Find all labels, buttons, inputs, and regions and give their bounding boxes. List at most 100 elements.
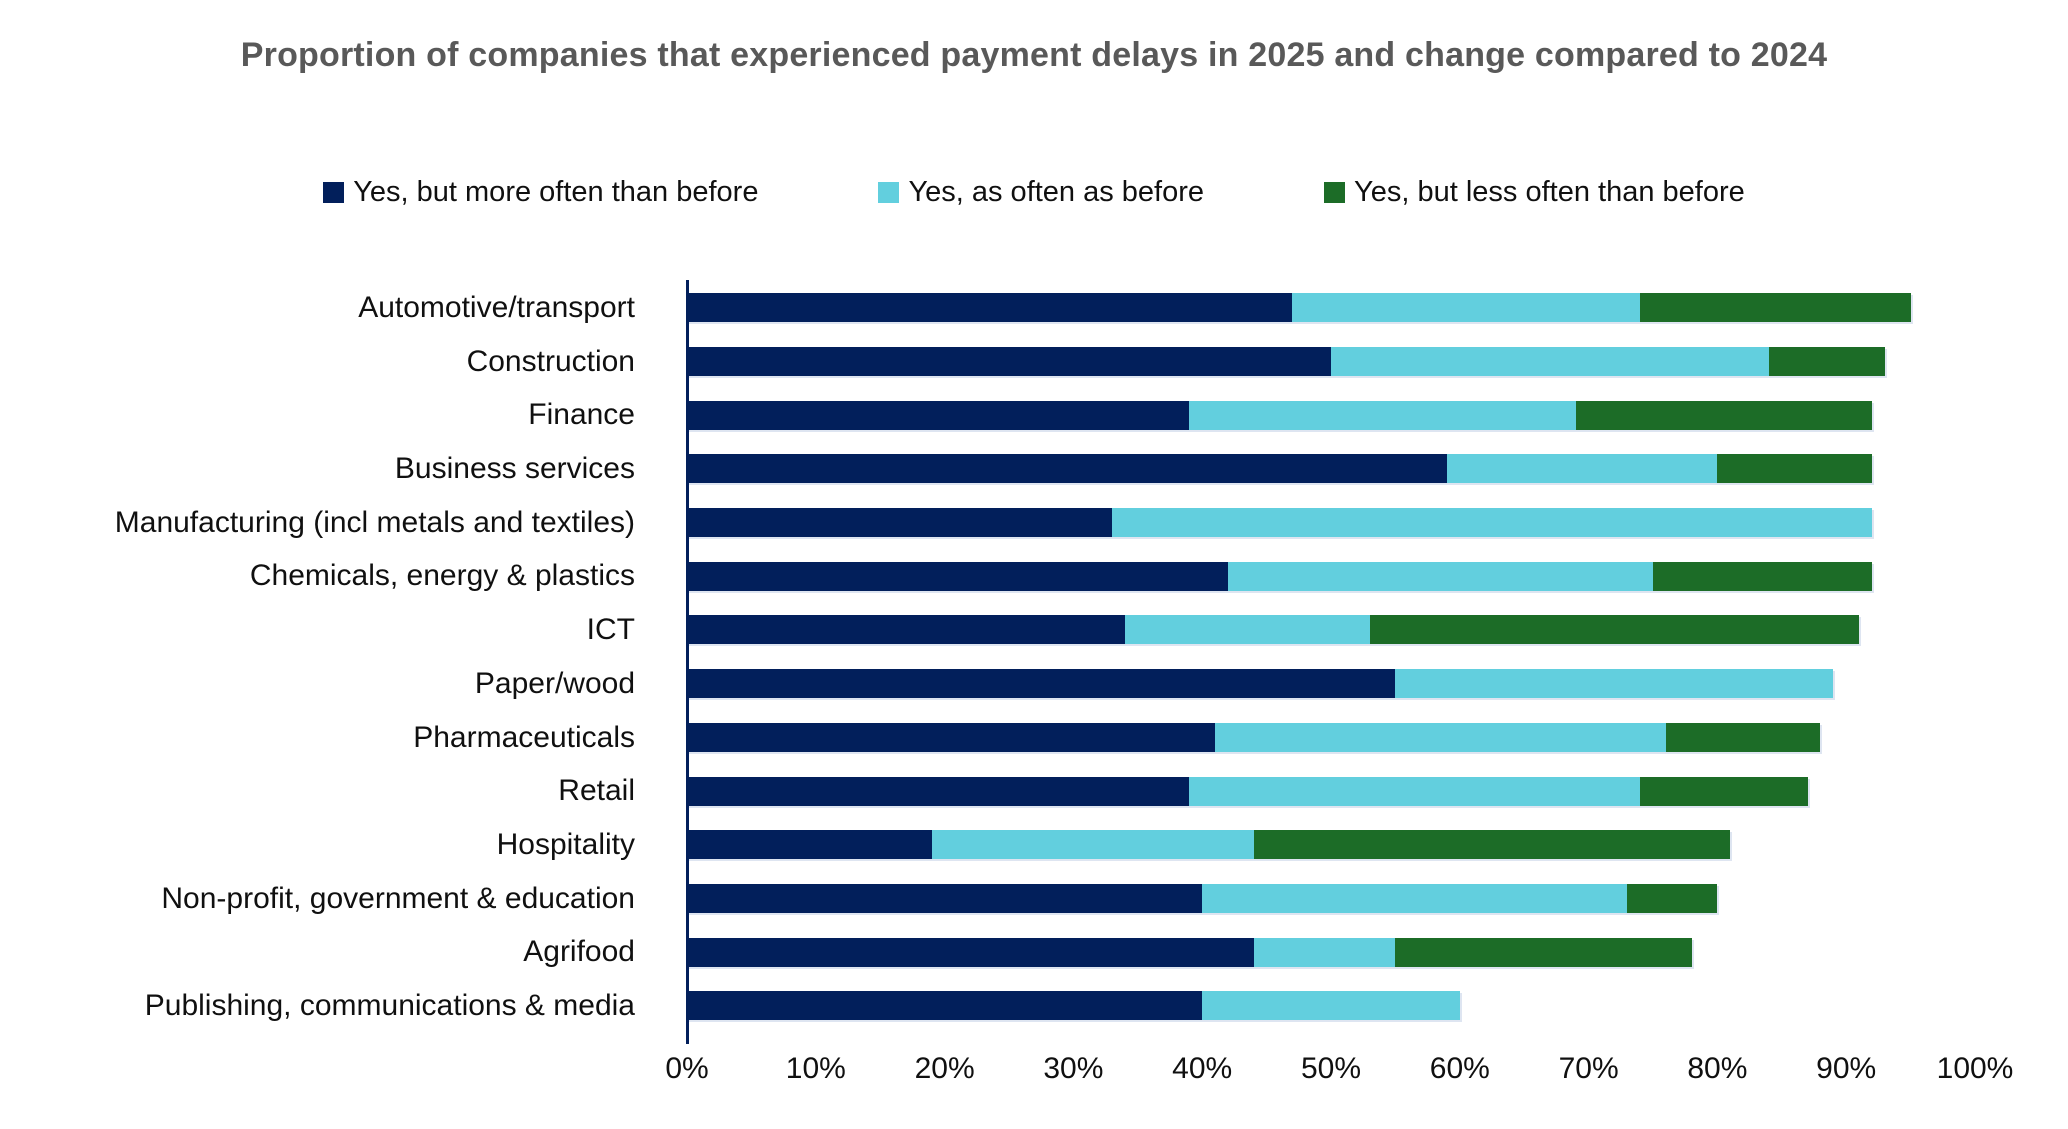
x-axis-tick-label: 40%	[1172, 1052, 1233, 1085]
bar-segment-more-often	[687, 615, 1125, 645]
value-axis-labels: 0% 10% 20% 30% 40% 50% 60% 70% 80% 90% 100%	[665, 1052, 2013, 1092]
category-label: Manufacturing (incl metals and textiles)	[114, 505, 635, 539]
x-axis-tick-label: 70%	[1558, 1052, 1619, 1085]
x-axis-tick-label: 50%	[1300, 1052, 1362, 1085]
bar-segment-more-often	[687, 669, 1396, 699]
bar-segment-more-often	[687, 883, 1203, 913]
legend-item-as-often: Yes, as often as before	[878, 176, 1204, 209]
bar-segment-less-often	[1369, 615, 1860, 645]
x-axis-tick-label: 10%	[785, 1052, 846, 1085]
bar-row	[687, 603, 1975, 657]
bar-segment-more-often	[687, 830, 932, 860]
bar-row	[687, 496, 1975, 550]
category-label: Business services	[394, 452, 635, 486]
bar-row	[687, 281, 1975, 335]
category-axis-line	[686, 280, 689, 1044]
plot-area	[687, 281, 1975, 1033]
x-axis-tick-label: 0%	[665, 1052, 709, 1085]
bar-stack	[687, 669, 1975, 699]
bar-segment-as-often	[1112, 508, 1872, 538]
bar-segment-as-often	[1215, 722, 1666, 752]
legend-label: Yes, but less often than before	[1354, 176, 1745, 208]
bar-row	[687, 764, 1975, 818]
legend-item-less-often: Yes, but less often than before	[1324, 176, 1745, 209]
category-label: Agrifood	[523, 935, 635, 969]
legend-label: Yes, as often as before	[908, 176, 1205, 208]
bar-segment-less-often	[1395, 937, 1692, 967]
bar-segment-more-often	[687, 776, 1190, 806]
bar-segment-as-often	[1446, 454, 1718, 484]
category-label: Construction	[466, 344, 635, 378]
x-axis-tick-label: 20%	[914, 1052, 975, 1085]
bar-segment-as-often	[1124, 615, 1370, 645]
bar-segment-as-often	[1189, 400, 1576, 430]
bar-stack	[687, 615, 1975, 645]
bar-stack	[687, 991, 1975, 1021]
legend: Yes, but more often than before Yes, as o…	[0, 176, 2068, 209]
bar-segment-as-often	[931, 830, 1254, 860]
x-axis-tick-label: 80%	[1687, 1052, 1748, 1085]
bar-segment-less-often	[1575, 400, 1872, 430]
category-label: Automotive/transport	[358, 291, 635, 324]
bar-segment-more-often	[687, 508, 1113, 538]
bar-stack	[687, 400, 1975, 430]
bar-stack	[687, 347, 1975, 377]
category-label: Publishing, communications & media	[144, 988, 635, 1022]
category-axis-labels: Automotive/transport Construction Finance B…	[0, 281, 661, 1033]
category-label: Hospitality	[496, 827, 635, 861]
bar-row	[687, 657, 1975, 711]
bar-segment-less-often	[1640, 293, 1911, 323]
bar-segment-less-often	[1652, 561, 1872, 591]
bar-stack	[687, 293, 1975, 323]
bar-segment-less-often	[1627, 883, 1718, 913]
bar-segment-as-often	[1331, 347, 1769, 377]
bar-stack	[687, 937, 1975, 967]
bar-segment-more-often	[687, 400, 1190, 430]
bar-stack	[687, 776, 1975, 806]
legend-swatch-icon	[1324, 182, 1346, 203]
bar-row	[687, 388, 1975, 442]
chart-title: Proportion of companies that experienced…	[240, 36, 1828, 74]
legend-swatch-icon	[323, 182, 345, 203]
bar-segment-less-often	[1253, 830, 1731, 860]
bar-row	[687, 925, 1975, 979]
bar-stack	[687, 830, 1975, 860]
legend-swatch-icon	[878, 182, 900, 203]
bar-stack	[687, 883, 1975, 913]
category-label: Non-profit, government & education	[161, 881, 635, 915]
bar-segment-more-often	[687, 937, 1254, 967]
bar-segment-more-often	[687, 454, 1447, 484]
bar-segment-more-often	[687, 561, 1228, 591]
category-label: Retail	[558, 774, 635, 808]
bar-segment-as-often	[1189, 776, 1641, 806]
category-label: Chemicals, energy & plastics	[249, 559, 635, 593]
bar-segment-as-often	[1292, 293, 1641, 323]
bar-row	[687, 335, 1975, 389]
category-label: Paper/wood	[474, 666, 635, 700]
bar-segment-as-often	[1253, 937, 1396, 967]
bar-row	[687, 979, 1975, 1033]
x-axis-tick-label: 30%	[1043, 1052, 1104, 1085]
bar-segment-less-often	[1640, 776, 1808, 806]
category-label: Pharmaceuticals	[413, 720, 635, 754]
bar-segment-less-often	[1665, 722, 1821, 752]
bar-row	[687, 872, 1975, 926]
x-axis-tick-label: 90%	[1816, 1052, 1877, 1085]
x-axis-tick-label: 60%	[1429, 1052, 1490, 1085]
legend-label: Yes, but more often than before	[353, 176, 759, 208]
bar-stack	[687, 454, 1975, 484]
bar-segment-more-often	[687, 293, 1293, 323]
category-label: Finance	[528, 398, 635, 432]
bar-stack	[687, 561, 1975, 591]
bar-segment-more-often	[687, 991, 1203, 1021]
bar-row	[687, 442, 1975, 496]
category-label: ICT	[586, 613, 635, 647]
legend-item-more-often: Yes, but more often than before	[323, 176, 758, 209]
bar-segment-less-often	[1717, 454, 1872, 484]
bar-segment-more-often	[687, 722, 1216, 752]
x-axis-tick-label: 100%	[1936, 1052, 2014, 1085]
bar-row	[687, 818, 1975, 872]
bar-segment-more-often	[687, 347, 1331, 377]
bar-segment-as-often	[1395, 669, 1834, 699]
